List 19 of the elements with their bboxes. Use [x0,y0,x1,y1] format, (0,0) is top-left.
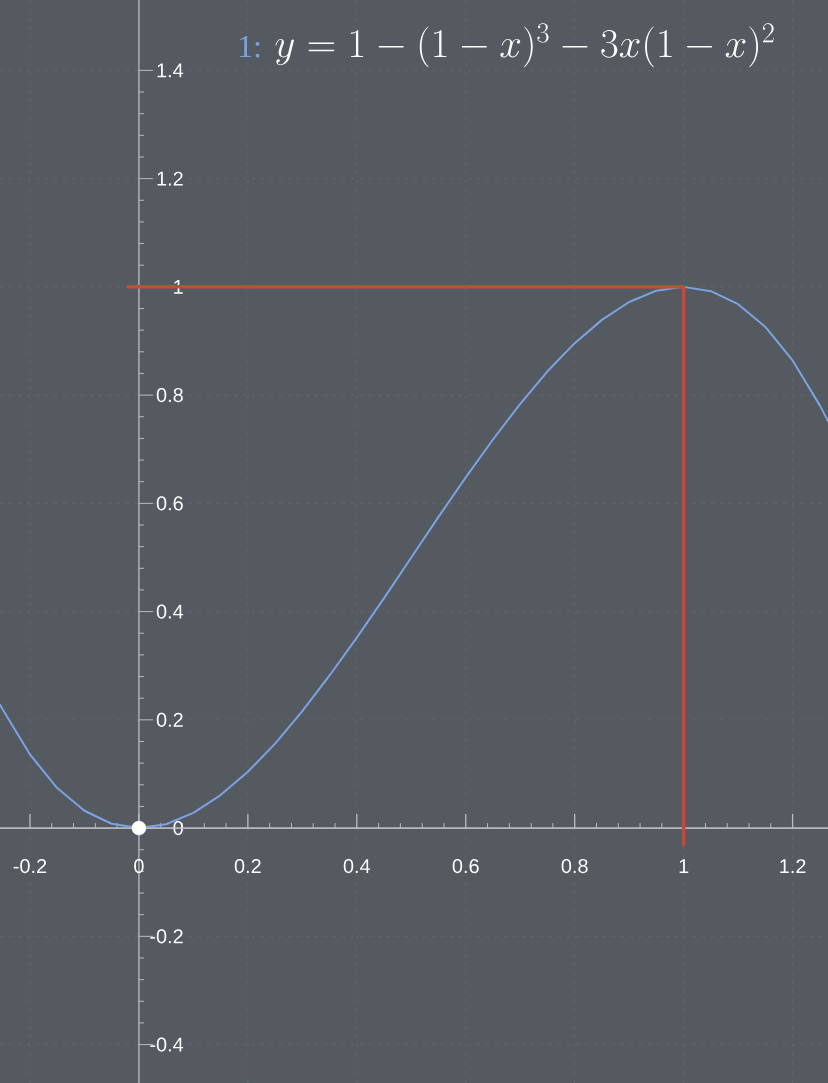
x-tick-label: -0.2 [13,859,47,874]
x-tick-label: 1.2 [780,859,806,874]
x-tick-label: 0.2 [234,859,261,874]
y-tick-label: -0.4 [150,1037,184,1052]
y-tick-label: 0.2 [156,712,183,727]
y-tick-label: 1.4 [157,63,184,78]
y-tick-label: 0.6 [156,496,183,511]
y-tick-label: 0.4 [156,604,184,619]
x-tick-label: 1 [679,859,689,873]
text: 1: [240,35,260,58]
x-tick-label: 0 [134,859,144,874]
text: $y = 1 - (1 - x)^{3} - 3x(1 - x)^{2}$ [275,23,774,68]
x-tick-label: 0.4 [343,859,371,874]
y-tick-label: 0 [173,821,183,836]
y-tick-label: 1.2 [157,171,183,186]
y-tick-label: 0.8 [156,388,183,403]
x-tick-label: 0.8 [561,859,588,874]
x-tick-label: 0.6 [452,859,479,874]
y-tick-label: -0.2 [150,929,183,944]
